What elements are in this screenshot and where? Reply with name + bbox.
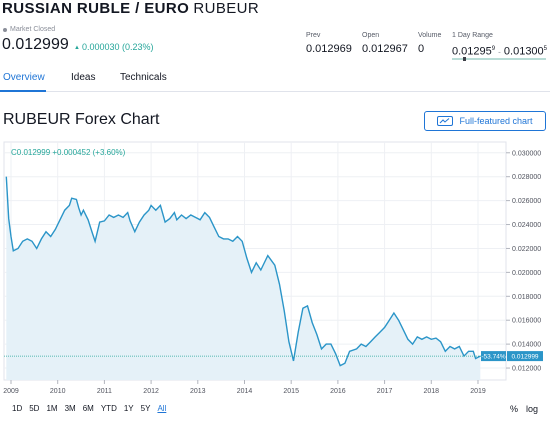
tab-overview[interactable]: Overview <box>3 72 45 83</box>
y-tick-label: 0.020000 <box>512 270 541 277</box>
stat-open: Open 0.012967 <box>362 31 408 56</box>
stat-prev-label: Prev <box>306 32 321 39</box>
full-featured-chart-label: Full-featured chart <box>459 116 533 126</box>
symbol-ticker: RUBEUR <box>193 0 260 17</box>
y-tick-label: 0.030000 <box>512 150 541 157</box>
period-selector: 1D 5D 1M 3M 6M YTD 1Y 5Y All <box>12 404 173 413</box>
stat-open-value: 0.012967 <box>362 43 408 55</box>
y-tick-label: 0.024000 <box>512 222 541 229</box>
range-low-sup: 9 <box>491 46 496 52</box>
x-tick-label: 2018 <box>423 388 439 395</box>
y-tick-label: 0.026000 <box>512 198 541 205</box>
y-tick-label: 0.022000 <box>512 246 541 253</box>
period-3m[interactable]: 3M <box>64 404 76 413</box>
chart-icon <box>437 116 454 126</box>
stat-day-range-value: 0.012959 - 0.013005 <box>452 43 547 59</box>
x-tick-label: 2011 <box>97 388 112 395</box>
period-1d[interactable]: 1D <box>12 404 23 413</box>
period-1m[interactable]: 1M <box>46 404 58 413</box>
tab-ideas[interactable]: Ideas <box>71 72 96 83</box>
period-6m[interactable]: 6M <box>82 404 94 413</box>
price-change: ▲ 0.000030 (0.23%) <box>74 42 154 52</box>
x-tick-label: 2015 <box>283 388 299 395</box>
market-status: Market Closed <box>3 26 55 33</box>
stat-volume: Volume 0 <box>418 31 441 56</box>
stat-prev: Prev 0.012969 <box>306 31 352 56</box>
range-low: 0.01295 <box>452 45 492 58</box>
stat-open-label: Open <box>362 32 380 39</box>
full-featured-chart-button[interactable]: Full-featured chart <box>424 111 546 131</box>
x-tick-label: 2016 <box>330 388 346 395</box>
stat-prev-value: 0.012969 <box>306 43 352 55</box>
range-high-sup: 5 <box>543 46 548 52</box>
market-status-text: Market Closed <box>10 26 56 33</box>
y-tick-label: 0.012000 <box>512 366 541 373</box>
period-ytd[interactable]: YTD <box>100 404 117 413</box>
y-tick-label: 0.016000 <box>512 318 541 325</box>
range-sep: - <box>498 47 501 57</box>
x-tick-label: 2014 <box>237 388 253 395</box>
page-tabs: Overview Ideas Technicals <box>0 70 550 92</box>
y-tick-label: 0.018000 <box>512 294 541 301</box>
day-range-marker <box>463 57 467 61</box>
stat-day-range: 1 Day Range 0.012959 - 0.013005 <box>452 31 547 59</box>
y-axis: 0.012000 0.014000 0.016000 0.018000 0.020000… <box>506 150 541 373</box>
x-axis: 2009 2010 2011 2012 2013 2014 2015 2016 2017 2018… <box>3 380 486 395</box>
percent-tag-bg <box>481 351 506 362</box>
chart-line <box>5 176 481 367</box>
y-tick-label: 0.014000 <box>512 342 541 349</box>
price-tag: -53.74% 0.012999 <box>481 351 543 362</box>
period-1y[interactable]: 1Y <box>123 404 134 413</box>
symbol-name: RUSSIAN RUBLE / EURO <box>2 0 190 17</box>
price-chart[interactable]: 0.012000 0.014000 0.016000 0.018000 0.020000… <box>0 140 550 423</box>
period-all[interactable]: All <box>157 404 167 413</box>
stat-volume-value: 0 <box>418 43 425 55</box>
tab-technicals[interactable]: Technicals <box>120 72 167 83</box>
active-tab-indicator <box>0 90 46 92</box>
chart-title: RUBEUR Forex Chart <box>3 111 160 128</box>
percent-scale-button[interactable]: % <box>510 404 519 414</box>
x-tick-label: 2013 <box>190 388 206 395</box>
x-tick-label: 2009 <box>3 388 19 395</box>
chart-svg[interactable]: 0.012000 0.014000 0.016000 0.018000 0.020000… <box>0 140 550 423</box>
status-dot-icon <box>3 27 7 32</box>
stat-volume-label: Volume <box>418 32 442 39</box>
period-5y[interactable]: 5Y <box>140 404 151 413</box>
y-tick-label: 0.028000 <box>512 174 541 181</box>
x-tick-label: 2017 <box>377 388 393 395</box>
percent-tag-text: -53.74% <box>481 354 505 361</box>
price-change-value: 0.000030 (0.23%) <box>81 42 154 52</box>
symbol-title: RUSSIAN RUBLE / EURO RUBEUR <box>2 0 259 18</box>
range-high: 0.01300 <box>503 45 544 58</box>
stat-day-range-label: 1 Day Range <box>452 32 493 39</box>
scale-options: % log <box>510 404 538 414</box>
up-arrow-icon: ▲ <box>74 45 80 51</box>
x-tick-label: 2012 <box>143 388 159 395</box>
x-tick-label: 2010 <box>50 388 66 395</box>
price-tag-text: 0.012999 <box>511 354 538 361</box>
price-tag-bg <box>507 351 543 362</box>
x-tick-label: 2019 <box>470 388 486 395</box>
period-5d[interactable]: 5D <box>29 404 40 413</box>
day-range-bar <box>452 57 546 61</box>
log-scale-button[interactable]: log <box>526 404 539 414</box>
last-price: 0.012999 <box>2 36 69 53</box>
chart-legend: C0.012999 +0.000452 (+3.60%) <box>11 148 126 157</box>
chart-area <box>6 176 481 380</box>
